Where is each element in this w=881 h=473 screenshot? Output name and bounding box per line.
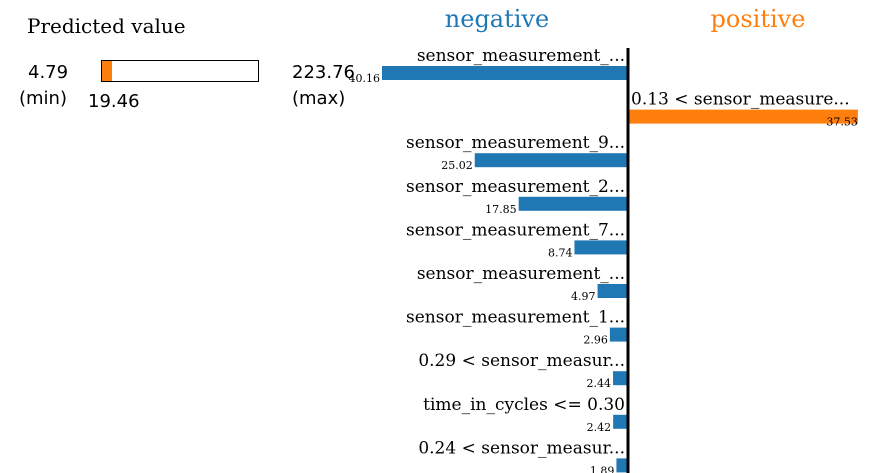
bar-0 — [382, 66, 628, 80]
feature-label-0: sensor_measurement_... — [417, 46, 625, 66]
feature-label-4: sensor_measurement_7... — [406, 220, 625, 240]
feature-label-7: 0.29 < sensor_measur... — [418, 351, 625, 371]
value-label-2: 25.02 — [441, 159, 473, 172]
negative-header: negative — [445, 5, 549, 33]
predicted-min-value: 4.79 — [28, 62, 69, 83]
value-label-7: 2.44 — [587, 377, 612, 390]
predicted-max-value: 223.76 — [292, 62, 355, 83]
predicted-value-bar — [101, 60, 259, 82]
value-label-5: 4.97 — [571, 290, 596, 303]
value-label-6: 2.96 — [583, 334, 608, 347]
bar-4 — [574, 240, 628, 255]
value-label-0: 40.16 — [349, 72, 381, 85]
feature-label-1: 0.13 < sensor_measure... — [631, 90, 850, 110]
feature-label-3: sensor_measurement_2... — [406, 177, 625, 197]
bar-5 — [597, 284, 628, 298]
feature-label-8: time_in_cycles <= 0.30 — [423, 395, 625, 415]
feature-label-5: sensor_measurement_... — [417, 264, 625, 284]
predicted-value: 19.46 — [88, 91, 140, 112]
predicted-max-label: (max) — [292, 88, 346, 109]
predicted-value-fill — [102, 61, 113, 81]
predicted-value-title: Predicted value — [27, 14, 186, 38]
bar-1 — [628, 109, 858, 124]
bar-6 — [609, 327, 628, 342]
predicted-min-label: (min) — [19, 88, 67, 109]
bar-9 — [616, 458, 628, 473]
value-label-1: 37.53 — [826, 116, 858, 129]
positive-header: positive — [711, 5, 806, 33]
bar-7 — [613, 371, 628, 386]
bars-group: sensor_measurement_... 40.16 0.13 < sensor… — [349, 46, 858, 473]
feature-label-9: 0.24 < sensor_measur... — [418, 438, 625, 458]
feature-label-2: sensor_measurement_9... — [406, 133, 625, 153]
value-label-8: 2.42 — [587, 421, 612, 434]
feature-label-6: sensor_measurement_1... — [406, 308, 625, 328]
value-label-4: 8.74 — [548, 246, 573, 259]
value-label-3: 17.85 — [485, 203, 517, 216]
value-label-9: 1.89 — [590, 464, 615, 473]
predicted-value-panel: Predicted value 4.79 (min) 19.46 223.76 … — [0, 0, 370, 130]
bar-8 — [613, 414, 628, 429]
bar-2 — [474, 153, 628, 168]
bar-3 — [518, 196, 628, 211]
